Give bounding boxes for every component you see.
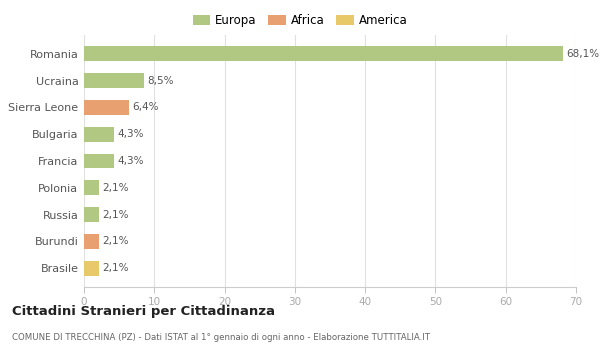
Bar <box>84 207 99 222</box>
Bar <box>84 181 99 195</box>
Bar <box>84 234 99 249</box>
Text: 2,1%: 2,1% <box>102 210 129 219</box>
Bar <box>84 73 144 88</box>
Text: 4,3%: 4,3% <box>118 129 144 139</box>
Text: COMUNE DI TRECCHINA (PZ) - Dati ISTAT al 1° gennaio di ogni anno - Elaborazione : COMUNE DI TRECCHINA (PZ) - Dati ISTAT al… <box>12 332 430 342</box>
Legend: Europa, Africa, America: Europa, Africa, America <box>188 9 412 32</box>
Text: 68,1%: 68,1% <box>566 49 599 59</box>
Bar <box>84 47 563 61</box>
Text: Cittadini Stranieri per Cittadinanza: Cittadini Stranieri per Cittadinanza <box>12 304 275 317</box>
Text: 2,1%: 2,1% <box>102 236 129 246</box>
Text: 6,4%: 6,4% <box>133 103 159 112</box>
Text: 2,1%: 2,1% <box>102 263 129 273</box>
Bar <box>84 127 114 141</box>
Bar <box>84 261 99 275</box>
Text: 8,5%: 8,5% <box>147 76 174 86</box>
Text: 4,3%: 4,3% <box>118 156 144 166</box>
Bar <box>84 154 114 168</box>
Text: 2,1%: 2,1% <box>102 183 129 193</box>
Bar <box>84 100 129 115</box>
